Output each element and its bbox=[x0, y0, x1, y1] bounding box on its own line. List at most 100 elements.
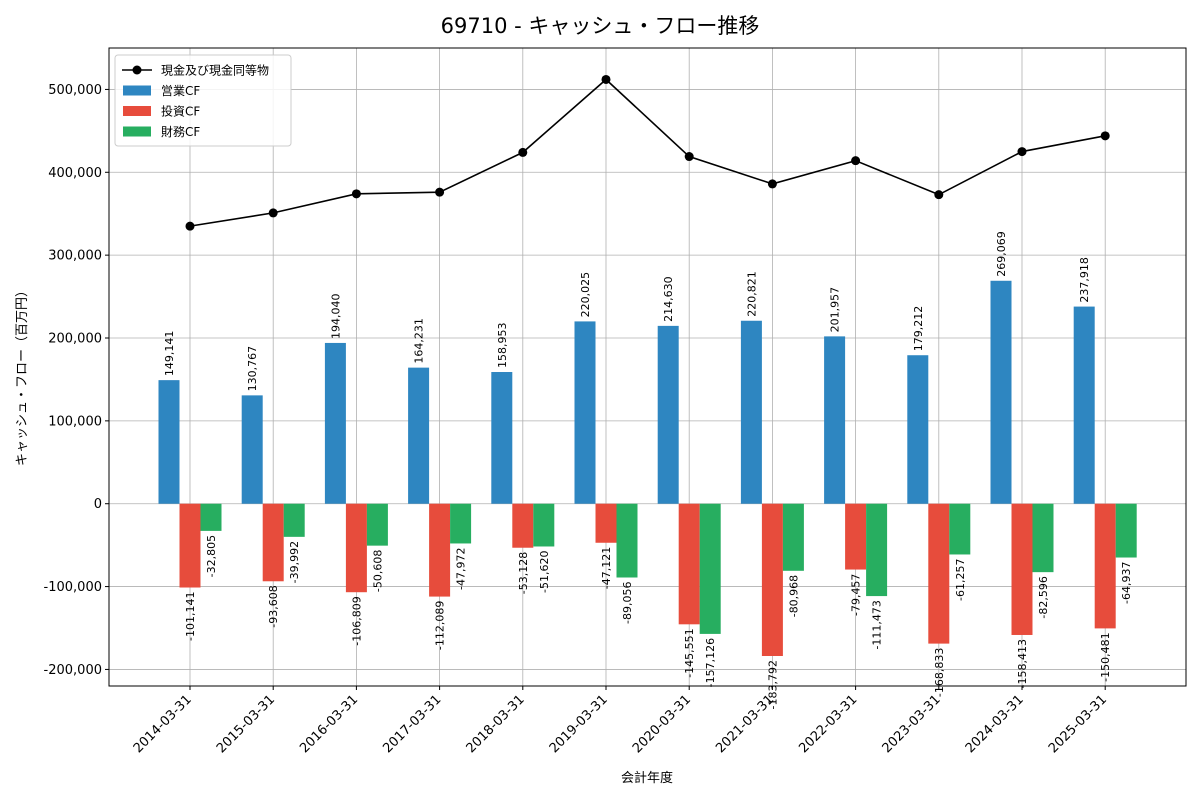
bar bbox=[1011, 503, 1033, 635]
chart-title: 69710 - キャッシュ・フロー推移 bbox=[441, 14, 760, 38]
bar bbox=[366, 503, 388, 546]
bar-value-label: 158,953 bbox=[496, 323, 509, 369]
bar-value-label: -112,089 bbox=[434, 601, 447, 650]
bar bbox=[450, 503, 472, 544]
y-tick-label: 500,000 bbox=[48, 83, 102, 98]
legend-label: 営業CF bbox=[161, 84, 200, 98]
bar-value-label: 220,025 bbox=[579, 272, 592, 318]
bar bbox=[408, 367, 430, 504]
cash-line-point bbox=[684, 152, 694, 162]
cash-line-point bbox=[351, 189, 361, 199]
legend-bar-swatch bbox=[123, 85, 151, 96]
bar-value-label: 214,630 bbox=[662, 276, 675, 322]
y-tick-label: 0 bbox=[94, 497, 102, 512]
y-axis-label: キャッシュ・フロー（百万円） bbox=[15, 284, 30, 466]
bar-value-label: 130,767 bbox=[246, 346, 259, 392]
x-tick-label: 2019-03-31 bbox=[547, 692, 611, 756]
bar bbox=[324, 342, 346, 504]
bar bbox=[158, 380, 180, 504]
bar bbox=[491, 372, 513, 504]
cash-line-point bbox=[1100, 131, 1110, 141]
x-tick-label: 2022-03-31 bbox=[796, 692, 860, 756]
bar-value-label: -111,473 bbox=[871, 600, 884, 649]
bar bbox=[1094, 503, 1116, 629]
bar bbox=[1032, 503, 1054, 573]
bar bbox=[782, 503, 804, 571]
bar-value-label: -89,056 bbox=[621, 582, 634, 624]
y-tick-label: -100,000 bbox=[44, 580, 102, 595]
bar-value-label: -168,833 bbox=[933, 648, 946, 697]
bar bbox=[907, 355, 929, 504]
bar bbox=[845, 503, 867, 570]
bar-value-label: -39,992 bbox=[288, 541, 301, 583]
bar-value-label: -47,121 bbox=[600, 547, 613, 589]
bar bbox=[262, 503, 284, 582]
bar-value-label: -158,413 bbox=[1016, 639, 1029, 688]
cash-line-point bbox=[767, 179, 777, 189]
bar-value-label: -61,257 bbox=[954, 558, 967, 600]
bar bbox=[512, 503, 534, 548]
bars bbox=[158, 280, 1137, 656]
bar bbox=[345, 503, 367, 593]
x-tick-label: 2020-03-31 bbox=[630, 692, 694, 756]
bar-value-label: -79,457 bbox=[850, 574, 863, 616]
legend-label: 現金及び現金同等物 bbox=[161, 63, 269, 78]
legend-bar-swatch bbox=[123, 106, 151, 116]
bar bbox=[928, 503, 950, 644]
x-axis-label: 会計年度 bbox=[621, 770, 673, 786]
bar-value-label: 149,141 bbox=[163, 331, 176, 377]
cash-line-path bbox=[189, 78, 1106, 227]
bar bbox=[699, 503, 721, 634]
y-tick-label: 300,000 bbox=[48, 249, 102, 264]
cash-line-point bbox=[185, 221, 195, 231]
bar-value-label: -64,937 bbox=[1120, 562, 1133, 604]
x-tick-label: 2017-03-31 bbox=[380, 692, 444, 756]
bar-value-label: -157,126 bbox=[704, 638, 717, 687]
cash-line-point bbox=[1017, 147, 1027, 157]
y-tick-label: 100,000 bbox=[48, 414, 102, 429]
cash-line bbox=[185, 74, 1110, 231]
bar bbox=[616, 503, 638, 578]
x-tick-label: 2016-03-31 bbox=[297, 692, 361, 756]
bar-value-label: 269,069 bbox=[995, 231, 1008, 277]
bar bbox=[678, 503, 700, 625]
bar-value-label: -93,608 bbox=[267, 585, 280, 627]
x-tick-label: 2021-03-31 bbox=[713, 692, 777, 756]
bar bbox=[533, 503, 555, 547]
legend-label: 財務CF bbox=[161, 124, 200, 139]
cash-line-point bbox=[268, 208, 278, 218]
cash-line-point bbox=[601, 74, 611, 84]
grid bbox=[109, 48, 1186, 686]
bar bbox=[761, 503, 783, 656]
cash-line-point bbox=[518, 147, 528, 157]
y-tick-label: 200,000 bbox=[48, 332, 102, 347]
legend-point-swatch bbox=[132, 65, 142, 75]
bar bbox=[595, 503, 617, 543]
x-tick-label: 2015-03-31 bbox=[214, 692, 278, 756]
x-tick-label: 2024-03-31 bbox=[963, 692, 1027, 756]
x-tick-label: 2023-03-31 bbox=[880, 692, 944, 756]
bar bbox=[241, 395, 263, 504]
bar-value-label: 179,212 bbox=[912, 306, 925, 352]
y-tick-label: -200,000 bbox=[44, 663, 102, 678]
legend-box bbox=[114, 54, 292, 147]
bar bbox=[949, 503, 971, 555]
cash-line-point bbox=[851, 156, 861, 166]
bar-value-label: -82,596 bbox=[1037, 576, 1050, 618]
bar-value-label: -145,551 bbox=[683, 628, 696, 677]
bar-value-label: 201,957 bbox=[829, 287, 842, 333]
bar-value-label: -47,972 bbox=[455, 547, 468, 589]
bar-value-label: -50,608 bbox=[371, 550, 384, 592]
cash-line-point bbox=[435, 187, 445, 197]
bar bbox=[740, 320, 762, 504]
bar bbox=[429, 503, 451, 597]
bar-value-label: -51,620 bbox=[538, 550, 551, 592]
x-axis-ticks: 2014-03-31 2015-03-31 2016-03-31 2017-03-31… bbox=[131, 686, 1110, 756]
bar-labels: 149,141 130,767 194,040 164,231 158,953 220,0… bbox=[163, 231, 1133, 709]
bar-value-label: 220,821 bbox=[745, 271, 758, 317]
bar bbox=[1073, 306, 1095, 504]
bar bbox=[574, 321, 596, 504]
